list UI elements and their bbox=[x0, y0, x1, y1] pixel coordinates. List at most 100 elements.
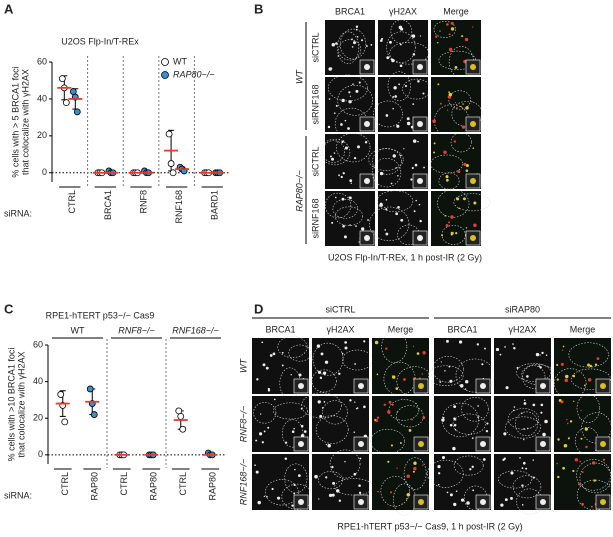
data-point bbox=[177, 412, 185, 420]
focus bbox=[445, 223, 449, 227]
y-tick-label: 0 bbox=[38, 449, 43, 459]
focus bbox=[591, 461, 596, 465]
data-point bbox=[165, 130, 173, 138]
data-point bbox=[167, 160, 175, 167]
focus bbox=[353, 431, 355, 433]
focus bbox=[523, 428, 525, 430]
focus bbox=[293, 483, 296, 486]
focus bbox=[455, 232, 458, 235]
legend-label: RAP80−/− bbox=[173, 69, 215, 79]
nucleus-outline bbox=[318, 471, 343, 490]
nucleus-outline bbox=[381, 330, 408, 363]
nucleus-outline bbox=[281, 419, 304, 448]
nucleus-outline bbox=[576, 393, 600, 423]
focus bbox=[255, 470, 259, 474]
nucleus-outline bbox=[448, 90, 471, 110]
x-tick-label: RAP80 bbox=[149, 472, 159, 501]
channel-label: BRCA1 bbox=[265, 324, 295, 334]
nucleus-outline bbox=[498, 470, 533, 489]
inset-focus bbox=[470, 178, 476, 184]
focus bbox=[454, 66, 458, 69]
focus bbox=[422, 92, 425, 95]
x-tick-label: BARD1 bbox=[210, 190, 220, 220]
focus bbox=[256, 378, 259, 381]
focus bbox=[439, 30, 441, 32]
nucleus-outline bbox=[371, 158, 402, 188]
nucleus-outline bbox=[452, 413, 486, 435]
data-point bbox=[69, 88, 77, 95]
x-tick-label: RAP80 bbox=[208, 472, 218, 501]
nucleus-outline bbox=[319, 138, 351, 166]
chart-title: U2OS Flp-In/T-REx bbox=[61, 36, 139, 46]
focus bbox=[342, 172, 345, 175]
x-tick-label: CTRL bbox=[60, 472, 70, 496]
focus bbox=[269, 354, 273, 357]
focus bbox=[272, 352, 276, 356]
row-label: RNF8−/− bbox=[238, 406, 248, 443]
focus bbox=[446, 23, 449, 26]
focus bbox=[510, 496, 513, 500]
focus bbox=[450, 21, 454, 25]
y-tick-label: 40 bbox=[33, 376, 43, 386]
focus bbox=[456, 107, 458, 109]
inset-focus bbox=[364, 178, 370, 184]
focus bbox=[455, 490, 458, 492]
focus bbox=[465, 106, 469, 110]
focus bbox=[532, 459, 534, 461]
focus bbox=[337, 55, 340, 57]
focus bbox=[458, 207, 460, 210]
focus bbox=[544, 419, 548, 424]
nucleus-outline bbox=[277, 336, 308, 358]
focus bbox=[590, 505, 593, 508]
group-label: RNF8−/− bbox=[118, 325, 155, 335]
focus bbox=[412, 139, 417, 143]
nucleus-outline bbox=[372, 148, 402, 175]
nucleus-outline bbox=[370, 429, 406, 454]
focus bbox=[333, 152, 336, 154]
focus bbox=[355, 225, 357, 227]
focus bbox=[388, 400, 392, 404]
focus bbox=[332, 481, 336, 485]
focus bbox=[481, 363, 484, 366]
channel-label: Merge bbox=[570, 324, 596, 334]
focus bbox=[366, 45, 368, 47]
inset-focus bbox=[600, 383, 606, 389]
focus bbox=[399, 43, 402, 46]
focus bbox=[349, 399, 352, 402]
focus bbox=[437, 483, 440, 486]
focus bbox=[521, 504, 524, 506]
nucleus-outline bbox=[336, 132, 371, 163]
focus bbox=[377, 490, 379, 493]
focus bbox=[443, 150, 447, 154]
focus bbox=[389, 40, 392, 44]
focus bbox=[352, 83, 354, 85]
nucleus-outline bbox=[284, 463, 308, 494]
focus bbox=[316, 344, 321, 348]
data-point bbox=[179, 425, 187, 433]
focus bbox=[516, 366, 519, 369]
focus bbox=[396, 124, 400, 128]
data-point bbox=[73, 108, 81, 116]
data-point bbox=[61, 418, 69, 426]
caption: RPE1-hTERT p53−/− Cas9, 1 h post-IR (2 G… bbox=[337, 521, 522, 531]
focus bbox=[333, 112, 336, 114]
focus bbox=[390, 182, 393, 185]
focus bbox=[344, 119, 347, 122]
focus bbox=[355, 28, 358, 31]
data-point bbox=[58, 75, 66, 83]
condition-label: siCTRL bbox=[325, 304, 355, 314]
focus bbox=[594, 363, 598, 366]
inset-focus bbox=[480, 383, 486, 389]
focus bbox=[319, 414, 323, 418]
focus bbox=[471, 465, 474, 469]
focus bbox=[335, 489, 340, 493]
focus bbox=[512, 409, 515, 412]
focus bbox=[500, 503, 504, 507]
focus bbox=[344, 346, 348, 350]
x-axis-label: siRNA: bbox=[4, 490, 32, 500]
focus bbox=[397, 174, 399, 177]
nucleus-outline bbox=[312, 342, 344, 376]
focus bbox=[355, 25, 359, 28]
focus bbox=[379, 171, 384, 176]
nucleus-outline bbox=[334, 206, 364, 226]
